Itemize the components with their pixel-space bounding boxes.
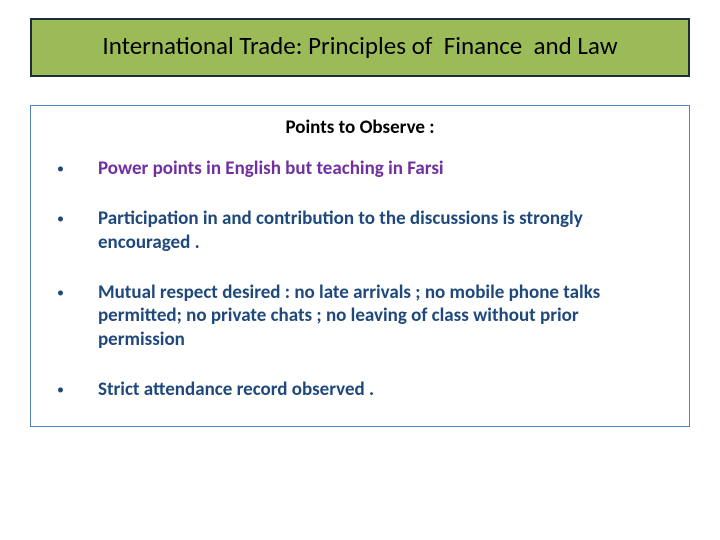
bullet-icon: •: [57, 157, 64, 181]
list-item: • Participation in and contribution to th…: [51, 207, 669, 255]
title-box: International Trade: Principles of Finan…: [30, 18, 690, 77]
list-item: • Power points in English but teaching in…: [51, 157, 669, 181]
bullet-text: Mutual respect desired : no late arrival…: [98, 281, 669, 352]
bullet-text: Strict attendance record observed .: [98, 378, 374, 402]
bullet-list: • Power points in English but teaching in…: [51, 157, 669, 402]
bullet-text: Power points in English but teaching in …: [98, 157, 444, 181]
list-item: • Strict attendance record observed .: [51, 378, 669, 402]
bullet-icon: •: [57, 281, 64, 305]
subtitle: Points to Observe :: [51, 116, 669, 139]
list-item: • Mutual respect desired : no late arriva…: [51, 281, 669, 352]
content-box: Points to Observe : • Power points in Eng…: [30, 105, 690, 427]
bullet-icon: •: [57, 207, 64, 231]
slide: International Trade: Principles of Finan…: [0, 0, 720, 540]
bullet-text: Participation in and contribution to the…: [98, 207, 669, 255]
bullet-icon: •: [57, 378, 64, 402]
slide-title: International Trade: Principles of Finan…: [50, 30, 670, 61]
